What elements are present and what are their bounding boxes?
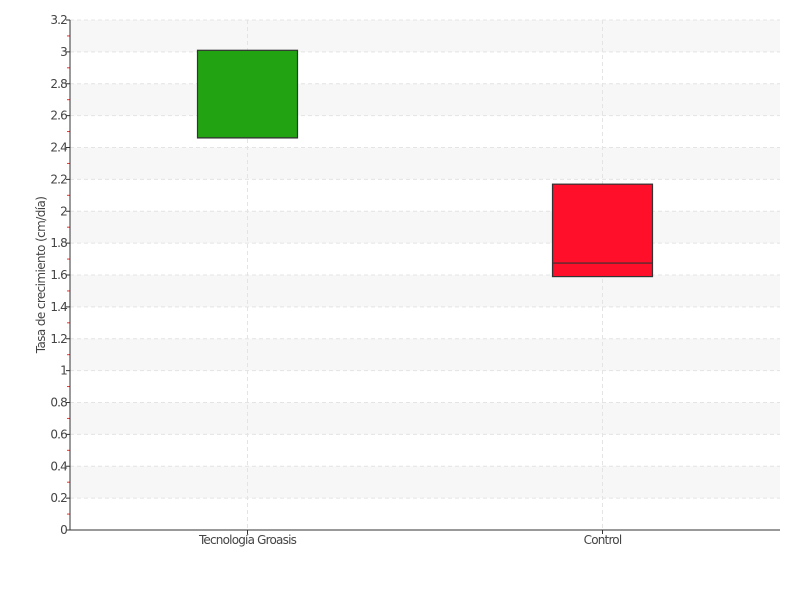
y-tick-label: 3.2 bbox=[50, 13, 67, 27]
x-tick-label: Tecnología Groasis bbox=[198, 533, 297, 547]
box-1 bbox=[551, 183, 654, 278]
y-tick-label: 2.6 bbox=[50, 109, 67, 123]
y-tick-label: 1.2 bbox=[50, 332, 67, 346]
y-tick-label: 2 bbox=[60, 204, 67, 218]
y-tick-label: 0.4 bbox=[50, 459, 67, 473]
y-tick-label: 0.2 bbox=[50, 491, 67, 505]
y-tick-label: 3 bbox=[60, 45, 67, 59]
y-tick-label: 0 bbox=[60, 523, 67, 537]
y-tick-label: 1.4 bbox=[50, 300, 67, 314]
y-tick-label: 2.2 bbox=[50, 172, 67, 186]
grid-band bbox=[70, 211, 780, 244]
grid-band bbox=[70, 147, 780, 180]
y-tick-label: 1.6 bbox=[50, 268, 67, 282]
y-axis-label: Tasa de crecimiento (cm/día) bbox=[34, 197, 48, 355]
grid-band bbox=[70, 338, 780, 371]
box-0 bbox=[196, 49, 299, 139]
grid-band bbox=[70, 466, 780, 499]
y-tick-label: 2.4 bbox=[50, 141, 67, 155]
y-tick-label: 1.8 bbox=[50, 236, 67, 250]
y-tick-label: 1 bbox=[60, 364, 67, 378]
y-tick-label: 0.8 bbox=[50, 396, 67, 410]
y-tick-label: 0.6 bbox=[50, 427, 67, 441]
grid-band bbox=[70, 275, 780, 307]
grid-band bbox=[70, 83, 780, 116]
grid-band bbox=[70, 20, 780, 52]
y-tick-label: 2.8 bbox=[50, 77, 67, 91]
grid-band bbox=[70, 402, 780, 435]
x-tick-label: Control bbox=[584, 533, 622, 547]
